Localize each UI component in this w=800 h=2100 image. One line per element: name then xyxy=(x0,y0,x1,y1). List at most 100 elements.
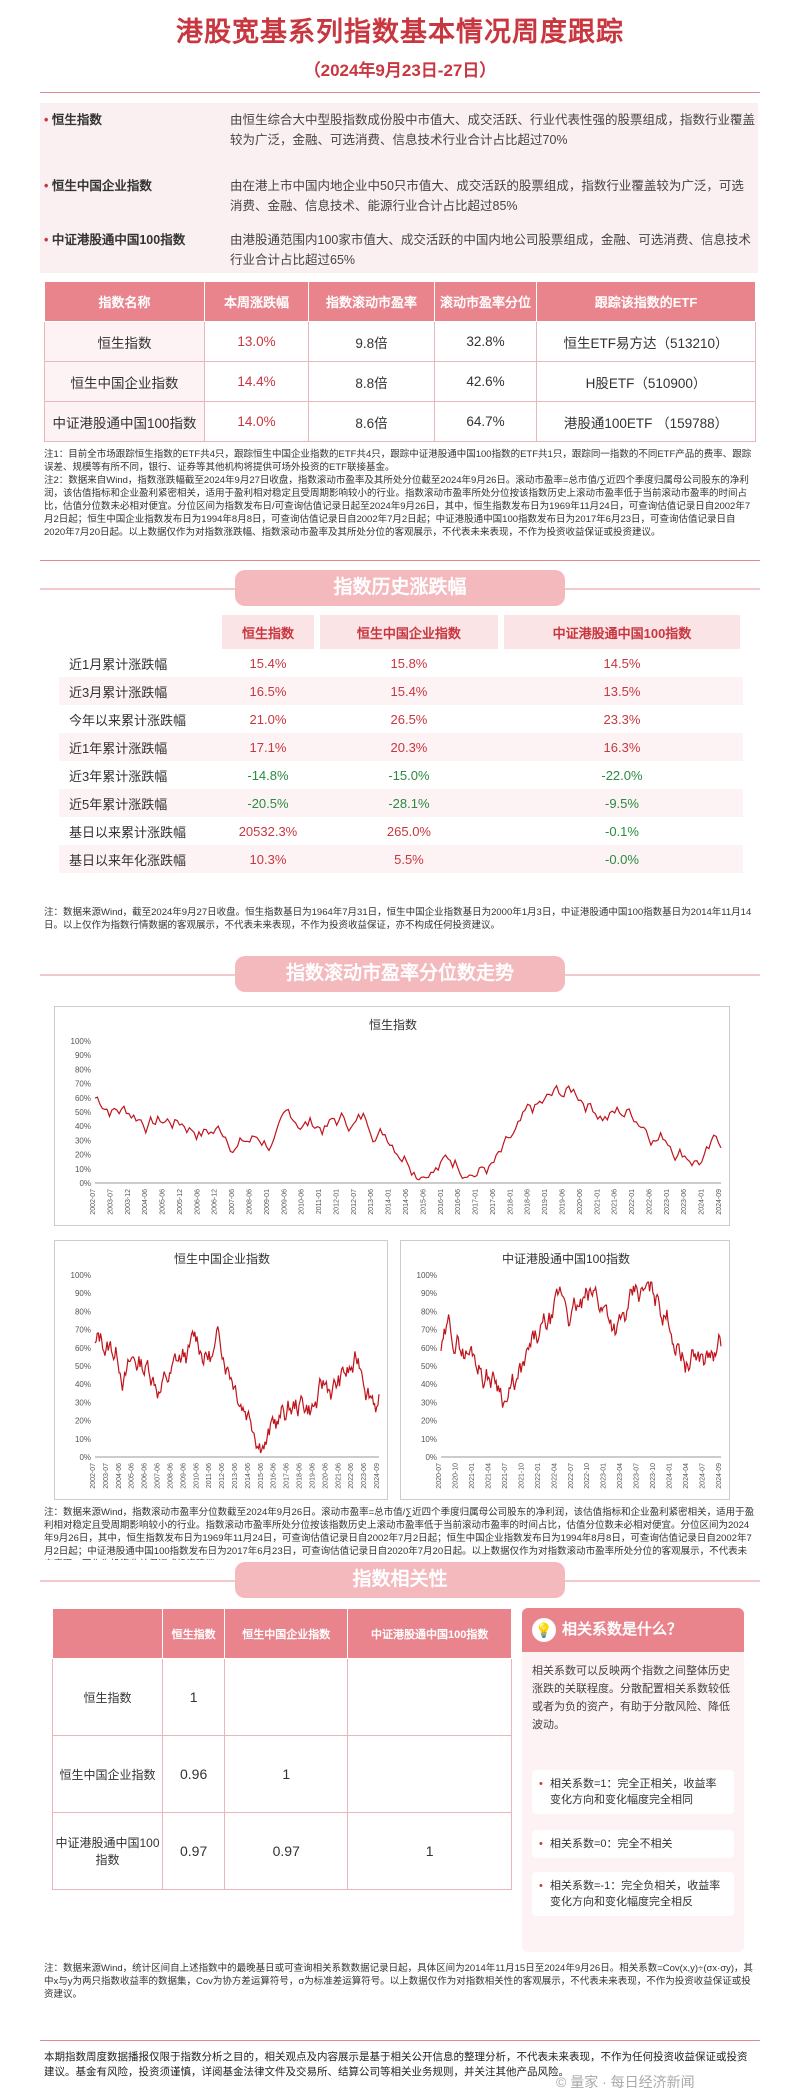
chart-title: 恒生中国企业指数 xyxy=(174,1251,270,1266)
y-tick-label: 50% xyxy=(75,1362,91,1371)
intro-item: 恒生指数 由恒生综合大中型股指数成份股中市值大、成交活跃、行业代表性强的股票组成… xyxy=(44,110,756,150)
x-tick-label: 2021-07 xyxy=(502,1463,509,1489)
x-tick-label: 2012-01 xyxy=(333,1189,340,1215)
table-cell: 1 xyxy=(347,1812,512,1890)
y-tick-label: 30% xyxy=(75,1136,91,1145)
x-tick-label: 2010-06 xyxy=(193,1463,200,1489)
table-row: 恒生指数 13.0% 9.8倍 32.8% 恒生ETF易方达（513210） xyxy=(44,321,756,362)
series-line xyxy=(94,1326,380,1454)
x-tick-label: 2008-06 xyxy=(167,1463,174,1489)
table-header xyxy=(56,615,222,649)
footnote: 注：数据来源Wind，统计区间自上述指数中的最晚基日或可查询相关系数数据记录日起… xyxy=(44,1963,754,2000)
x-tick-label: 2007-06 xyxy=(229,1189,236,1215)
table-cell: 23.3% xyxy=(603,711,641,727)
intro-name: 中证港股通中国100指数 xyxy=(44,230,230,270)
x-tick-label: 2018-06 xyxy=(525,1189,532,1215)
table-cell: 近3年累计涨跌幅 xyxy=(69,768,168,784)
y-tick-label: 70% xyxy=(75,1326,91,1335)
section-header: 指数相关性 xyxy=(40,1562,760,1608)
table-cell: 21.0% xyxy=(249,711,287,727)
y-tick-label: 80% xyxy=(75,1065,91,1074)
y-tick-label: 70% xyxy=(421,1326,437,1335)
explainer-desc: 相关系数可以反映两个指数之间整体历史涨跌的关联程度。分散配置相关系数较低或者为负… xyxy=(532,1665,730,1731)
x-tick-label: 2020-10 xyxy=(452,1463,459,1489)
x-tick-label: 2016-06 xyxy=(455,1189,462,1215)
table-cell: 0.97 xyxy=(161,1812,226,1890)
table-cell: -28.1% xyxy=(316,789,501,817)
x-tick-label: 2010-06 xyxy=(299,1189,306,1215)
y-tick-label: 40% xyxy=(421,1380,437,1389)
x-tick-label: 2021-04 xyxy=(485,1463,492,1489)
x-tick-label: 2009-06 xyxy=(281,1189,288,1215)
y-tick-label: 90% xyxy=(75,1289,91,1298)
chart-csi100-svg: 中证港股通中国100指数 100% 90% 80% 70% 60% 50% 40% 30% 20%… xyxy=(417,1251,723,1489)
section-title: 指数历史涨跌幅 xyxy=(235,570,565,606)
y-tick-label: 90% xyxy=(421,1289,437,1298)
x-tick-label: 2021-06 xyxy=(335,1463,342,1489)
table-cell: 5.5% xyxy=(316,845,501,873)
x-tick-label: 2002-07 xyxy=(90,1463,97,1489)
table-row: 恒生中国企业指数 0.96 1 xyxy=(52,1735,512,1813)
table-cell: 恒生ETF易方达（513210） xyxy=(536,321,756,362)
y-tick-label: 10% xyxy=(421,1435,437,1444)
x-tick-label: 2013-06 xyxy=(368,1189,375,1215)
x-tick-label: 2022-04 xyxy=(551,1463,558,1489)
y-tick-label: 60% xyxy=(421,1344,437,1353)
x-tick-label: 2006-06 xyxy=(194,1189,201,1215)
x-tick-label: 2024-09 xyxy=(716,1463,723,1489)
divider xyxy=(40,2040,760,2041)
disclaimer: 本期指数周度数据播报仅限于指数分析之目的，相关观点及内容展示是基于相关公开信息的… xyxy=(44,2051,748,2078)
table-row: 今年以来累计涨跌幅 21.0% 26.5% 23.3% xyxy=(59,705,743,733)
x-tick-label: 2003-12 xyxy=(125,1189,132,1215)
x-tick-label: 2016-06 xyxy=(271,1463,278,1489)
x-tick-label: 2022-10 xyxy=(584,1463,591,1489)
section-title: 指数相关性 xyxy=(235,1562,565,1598)
table-header: 滚动市盈率分位 xyxy=(434,281,537,322)
table-row: 恒生指数 1 xyxy=(52,1658,512,1736)
table-header: 指数名称 xyxy=(44,281,205,322)
table-cell: 13.5% xyxy=(500,677,743,705)
intro-desc: 由恒生综合大中型股指数成份股中市值大、成交活跃、行业代表性强的股票组成，指数行业… xyxy=(230,113,756,147)
x-tick-label: 2011-01 xyxy=(316,1189,323,1214)
x-tick-label: 2024-01 xyxy=(667,1463,674,1489)
y-tick-label: 80% xyxy=(75,1307,91,1316)
table-header: 本周涨跌幅 xyxy=(204,281,309,322)
table-cell: 20532.3% xyxy=(238,823,298,839)
index-overview-table: 指数名称 本周涨跌幅 指数滚动市盈率 滚动市盈率分位 跟踪该指数的ETF 恒生指… xyxy=(44,281,756,442)
y-tick-label: 90% xyxy=(75,1051,91,1060)
table-cell: 32.8% xyxy=(434,321,537,362)
x-tick-label: 2006-06 xyxy=(142,1463,149,1489)
x-tick-label: 2019-06 xyxy=(560,1189,567,1215)
x-tick-label: 2020-06 xyxy=(577,1189,584,1215)
chart-title: 恒生指数 xyxy=(369,1017,417,1032)
table-cell: 港股通100ETF （159788） xyxy=(536,401,756,442)
x-tick-label: 2013-06 xyxy=(232,1463,239,1489)
x-tick-label: 2016-01 xyxy=(438,1189,445,1215)
table-cell xyxy=(224,1658,349,1736)
y-tick-label: 20% xyxy=(75,1151,91,1160)
table-cell: -0.0% xyxy=(500,845,743,873)
table-header: 恒生指数 xyxy=(216,615,320,649)
table-cell: 26.5% xyxy=(390,711,428,727)
footnote: 注1：目前全市场跟踪恒生指数的ETF共4只，跟踪恒生中国企业指数的ETF共4只，… xyxy=(44,449,752,538)
y-tick-label: 0% xyxy=(425,1453,437,1462)
table-cell: 中证港股通中国100指数 xyxy=(44,401,205,442)
table-header xyxy=(52,1608,163,1659)
table-cell: 今年以来累计涨跌幅 xyxy=(69,712,187,728)
x-tick-label: 2021-10 xyxy=(518,1463,525,1489)
x-tick-label: 2005-06 xyxy=(160,1189,167,1215)
table-cell: 16.3% xyxy=(500,733,743,761)
table-cell: -15.0% xyxy=(388,767,430,783)
x-tick-label: 2018-01 xyxy=(507,1189,514,1215)
x-tick-label: 2021-01 xyxy=(469,1463,476,1489)
table-cell: 中证港股通中国100指数 xyxy=(52,1812,163,1890)
table-cell: 13.0% xyxy=(204,321,309,362)
y-tick-label: 30% xyxy=(421,1398,437,1407)
table-cell: 恒生中国企业指数 xyxy=(52,1735,163,1813)
x-tick-label: 2017-06 xyxy=(284,1463,291,1489)
x-tick-label: 2020-06 xyxy=(322,1463,329,1489)
table-cell: -20.5% xyxy=(219,789,317,817)
x-tick-label: 2009-06 xyxy=(180,1463,187,1489)
table-cell: 恒生指数 xyxy=(52,1658,163,1736)
table-cell: 近1月累计涨跌幅 xyxy=(69,656,168,672)
